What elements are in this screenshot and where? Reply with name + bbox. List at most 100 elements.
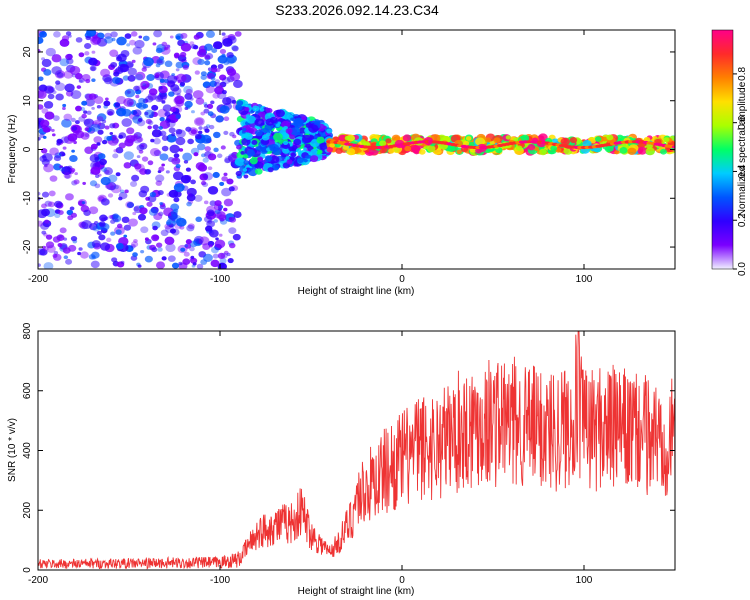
spectrogram-cell	[193, 152, 199, 157]
spectrogram-cell	[75, 37, 83, 43]
spectrogram-cell	[145, 95, 154, 103]
spectrogram-cell	[265, 132, 271, 137]
spectrogram-cell	[244, 106, 250, 112]
spectrogram-cell	[402, 134, 412, 142]
spectrogram-cell	[225, 56, 235, 65]
spectrogram-cell	[187, 138, 194, 145]
colorbar-label: Normalized spectral amplitude	[737, 81, 748, 216]
spectrogram-blobs	[38, 30, 675, 269]
spectrogram-cell	[344, 135, 351, 141]
spectrogram-cell	[152, 124, 159, 130]
spectrogram-cell	[180, 175, 191, 184]
spectrogram-cell	[184, 100, 193, 108]
spectrogram-cell	[84, 127, 90, 132]
spectrogram-cell	[161, 135, 169, 141]
spectrogram-cell	[67, 34, 72, 38]
spectrogram-cell	[217, 252, 226, 260]
spectrogram-cell	[214, 239, 226, 249]
spectrogram-cell	[166, 44, 171, 48]
spectrogram-cell	[203, 200, 209, 205]
snr-xtick-label: -100	[210, 575, 230, 586]
spectrogram-cell	[227, 257, 234, 264]
spectrogram-cell	[78, 52, 85, 58]
spectrogram-cell	[208, 124, 215, 130]
spectrogram-cell	[81, 201, 86, 205]
spectrogram-cell	[41, 148, 48, 154]
spectrogram-cell	[131, 241, 139, 248]
spectrogram-cell	[282, 127, 286, 131]
spectrogram-cell	[56, 138, 63, 144]
spectrogram-cell	[342, 144, 350, 150]
spectrogram-cell	[171, 132, 176, 137]
spectrogram-cell	[151, 247, 158, 253]
spectrogram-cell	[301, 134, 313, 144]
spectrogram-cell	[214, 41, 223, 49]
spectrogram-cell	[220, 145, 226, 150]
spectrogram-cell	[60, 136, 70, 144]
spectrogram-cell	[189, 246, 195, 252]
spectrogram-cell	[59, 38, 70, 47]
colorbar-tick-label: 0.6	[737, 115, 748, 129]
spectrogram-cell	[194, 194, 203, 202]
spectrogram-cell	[119, 64, 130, 73]
spectrogram-cell	[199, 173, 209, 181]
spectrogram-cell	[106, 109, 115, 116]
spectrogram-cell	[137, 264, 142, 268]
spectrogram-cell	[200, 74, 207, 80]
spectrogram-cell	[112, 153, 119, 159]
spectrogram-cell	[219, 181, 225, 186]
spectrogram-cell	[53, 31, 61, 38]
spectrogram-cell	[463, 140, 470, 146]
spectrogram-cell	[228, 186, 235, 192]
spectrogram-cell	[202, 157, 209, 163]
spectrogram-cell	[126, 127, 135, 135]
spectrogram-cell	[188, 193, 194, 198]
spectrogram-cell	[107, 193, 114, 198]
spectrogram-cell	[66, 58, 74, 65]
spectrogram-cell	[155, 242, 163, 248]
spectrogram-cell	[219, 74, 227, 81]
spectrogram-cell	[115, 147, 124, 154]
spectrogram-cell	[164, 60, 173, 68]
spectrogram-cell	[627, 147, 637, 155]
spectrogram-cell	[65, 31, 72, 36]
spectrogram-cell	[74, 172, 78, 176]
spectrogram-cell	[123, 162, 132, 169]
spectrogram-cell	[104, 36, 114, 44]
spectrogram-cell	[115, 172, 121, 177]
spectrogram-cell	[215, 237, 219, 241]
spectrogram-cell	[205, 225, 213, 232]
spectrogram-cell	[290, 127, 301, 136]
spectrogram-cell	[236, 100, 244, 106]
spectrogram-cell	[42, 135, 47, 139]
snr-axes: -200 -100 0 100 0 200 400 600 800	[22, 322, 675, 586]
spectrogram-cell	[92, 225, 100, 232]
colorbar-tick-label: 0.4	[737, 164, 748, 178]
spectrogram-cell	[124, 138, 134, 147]
spectrogram-cell	[91, 50, 96, 54]
spectrogram-cell	[180, 51, 187, 58]
spectrogram-cell	[133, 206, 140, 212]
spectrogram-cell	[233, 79, 243, 89]
spectrogram-cell	[45, 241, 55, 249]
spectrogram-cell	[204, 54, 211, 60]
spectrogram-cell	[255, 146, 261, 151]
spectrogram-cell	[44, 111, 55, 120]
snr-ytick-label: 800	[22, 322, 33, 339]
spectrogram-cell	[52, 133, 56, 137]
spectrogram-cell	[88, 206, 99, 215]
spectrogram-cell	[285, 156, 290, 160]
spectrogram-cell	[180, 32, 188, 39]
spectrogram-cell	[173, 52, 180, 58]
spectrogram-cell	[168, 127, 176, 134]
spectrogram-cell	[161, 145, 169, 152]
spectrogram-cell	[132, 46, 143, 55]
colorbar-ticks: 0.0 0.2 0.4 0.6 0.8	[733, 67, 748, 276]
spectrogram-cell	[232, 134, 237, 139]
spectrogram-cell	[90, 123, 101, 132]
spectrogram-cell	[191, 110, 195, 114]
spectrogram-ytick-label: 10	[22, 95, 33, 107]
spectrogram-cell	[185, 126, 192, 132]
spectrogram-cell	[154, 72, 160, 78]
spectrogram-cell	[157, 189, 164, 196]
